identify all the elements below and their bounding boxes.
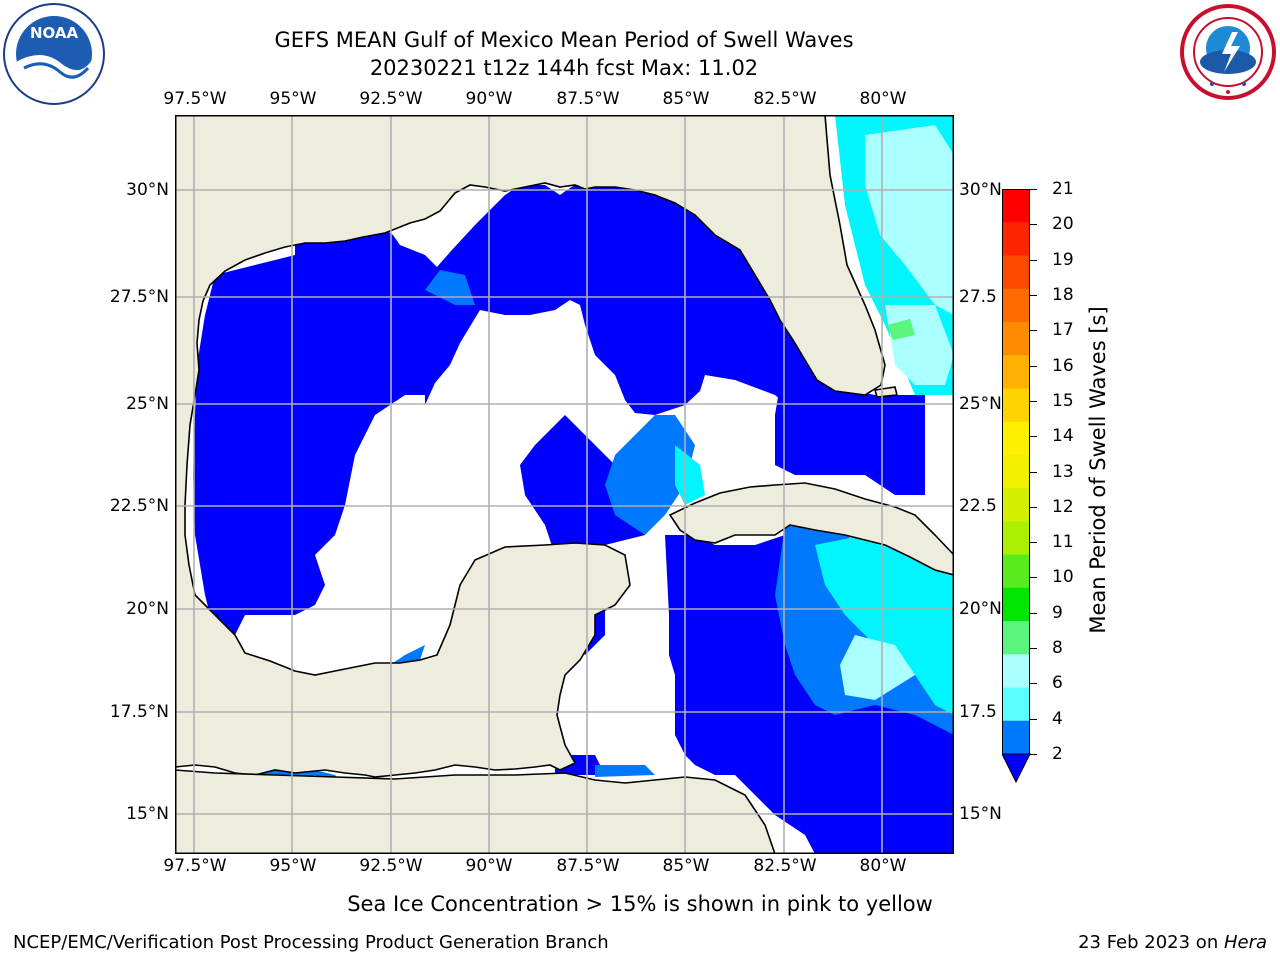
- lat-lon-grid: [175, 115, 954, 854]
- colorbar-tick-mark: [1030, 542, 1037, 544]
- colorbar-tick-mark: [1030, 577, 1037, 579]
- colorbar-band: [1002, 720, 1030, 754]
- lat-tick-left: 30°N: [126, 180, 169, 200]
- colorbar-tick-mark: [1030, 259, 1037, 261]
- colorbar-tick-label: 19: [1052, 249, 1074, 270]
- colorbar-tick-label: 12: [1052, 496, 1074, 517]
- lon-tick-bottom: 82.5°W: [753, 856, 817, 876]
- colorbar-tick-label: 17: [1052, 320, 1074, 341]
- lon-tick-bottom: 87.5°W: [556, 856, 620, 876]
- colorbar-tick-mark: [1030, 436, 1037, 438]
- colorbar-tick-mark: [1030, 471, 1037, 473]
- lon-tick-bottom: 92.5°W: [359, 856, 423, 876]
- lon-tick-bottom: 85°W: [662, 856, 710, 876]
- colorbar-band: [1002, 321, 1030, 356]
- lon-tick-bottom: 97.5°W: [163, 856, 227, 876]
- colorbar-band: [1002, 521, 1030, 556]
- lat-tick-right: 27.5: [959, 287, 997, 307]
- colorbar-band: [1002, 621, 1030, 655]
- colorbar-tick-label: 13: [1052, 461, 1074, 482]
- lon-tick-top: 80°W: [859, 89, 907, 109]
- colorbar-tick-label: 14: [1052, 426, 1074, 447]
- lon-tick-bottom: 95°W: [269, 856, 317, 876]
- colorbar: [1002, 189, 1036, 784]
- lat-tick-left: 27.5°N: [109, 287, 169, 307]
- colorbar-band: [1002, 687, 1030, 722]
- colorbar-frame: [1002, 189, 1030, 755]
- footer-date: 23 Feb 2023 on Hera: [1078, 932, 1267, 953]
- lon-tick-top: 82.5°W: [753, 89, 817, 109]
- footer-host: Hera: [1223, 932, 1267, 953]
- colorbar-band: [1002, 222, 1030, 256]
- colorbar-band: [1002, 554, 1030, 589]
- lon-tick-top: 97.5°W: [163, 89, 227, 109]
- lat-tick-right: 15°N: [959, 804, 1002, 824]
- colorbar-tick-mark: [1030, 612, 1037, 614]
- colorbar-tick-label: 11: [1052, 532, 1074, 553]
- colorbar-tick-mark: [1030, 330, 1037, 332]
- colorbar-band: [1002, 654, 1030, 689]
- colorbar-band: [1002, 288, 1030, 323]
- lat-tick-right: 25°N: [959, 394, 1002, 414]
- colorbar-band: [1002, 189, 1030, 223]
- colorbar-tick-label: 9: [1052, 602, 1063, 623]
- colorbar-tick-label: 15: [1052, 390, 1074, 411]
- colorbar-tick-mark: [1030, 648, 1037, 650]
- colorbar-label: Mean Period of Swell Waves [s]: [1086, 306, 1110, 634]
- lon-tick-top: 87.5°W: [556, 89, 620, 109]
- colorbar-band: [1002, 388, 1030, 423]
- colorbar-tick-label: 18: [1052, 284, 1074, 305]
- colorbar-extend-arrow: [1002, 753, 1031, 784]
- lon-tick-top: 90°W: [465, 89, 513, 109]
- lon-tick-top: 92.5°W: [359, 89, 423, 109]
- colorbar-tick-mark: [1030, 365, 1037, 367]
- map-frame: [175, 115, 954, 854]
- chart-title: GEFS MEAN Gulf of Mexico Mean Period of …: [274, 28, 854, 52]
- colorbar-tick-label: 21: [1052, 179, 1074, 199]
- lat-tick-left: 20°N: [126, 599, 169, 619]
- colorbar-band: [1002, 454, 1030, 489]
- colorbar-band: [1002, 488, 1030, 522]
- footer-date-prefix: 23 Feb 2023 on: [1078, 932, 1224, 953]
- colorbar-tick-mark: [1030, 400, 1037, 402]
- lat-tick-right: 17.5: [959, 702, 997, 722]
- lon-tick-top: 85°W: [662, 89, 710, 109]
- colorbar-tick-label: 8: [1052, 638, 1063, 659]
- colorbar-tick-mark: [1030, 718, 1037, 720]
- colorbar-band: [1002, 421, 1030, 456]
- lon-tick-top: 95°W: [269, 89, 317, 109]
- lat-tick-right: 20°N: [959, 599, 1002, 619]
- lat-tick-right: 30°N: [959, 180, 1002, 200]
- lon-tick-bottom: 90°W: [465, 856, 513, 876]
- colorbar-tick-mark: [1030, 224, 1037, 226]
- colorbar-band: [1002, 255, 1030, 290]
- colorbar-tick-mark: [1030, 294, 1037, 296]
- colorbar-tick-mark: [1030, 189, 1037, 190]
- colorbar-tick-label: 4: [1052, 708, 1063, 729]
- lat-tick-left: 17.5°N: [109, 702, 169, 722]
- lat-tick-left: 22.5°N: [109, 496, 169, 516]
- chart-subtitle: 20230221 t12z 144h fcst Max: 11.02: [369, 56, 759, 80]
- nws-logo: [1176, 2, 1280, 106]
- colorbar-tick-mark: [1030, 683, 1037, 685]
- colorbar-tick-label: 2: [1052, 744, 1063, 764]
- noaa-logo-text: NOAA: [30, 24, 79, 42]
- noaa-logo: NOAA: [2, 2, 106, 110]
- lat-tick-left: 15°N: [126, 804, 169, 824]
- map-area: [175, 115, 954, 854]
- colorbar-band: [1002, 587, 1030, 622]
- colorbar-tick-label: 20: [1052, 214, 1074, 235]
- lon-tick-bottom: 80°W: [859, 856, 907, 876]
- colorbar-band: [1002, 355, 1030, 389]
- sea-ice-note: Sea Ice Concentration > 15% is shown in …: [347, 892, 933, 916]
- colorbar-tick-mark: [1030, 754, 1037, 755]
- footer-credit: NCEP/EMC/Verification Post Processing Pr…: [13, 932, 609, 953]
- lat-tick-left: 25°N: [126, 394, 169, 414]
- colorbar-tick-label: 10: [1052, 567, 1074, 588]
- colorbar-tick-mark: [1030, 506, 1037, 508]
- lat-tick-right: 22.5: [959, 496, 997, 516]
- colorbar-tick-label: 16: [1052, 355, 1074, 376]
- colorbar-tick-label: 6: [1052, 673, 1063, 694]
- land-masses: [175, 115, 954, 854]
